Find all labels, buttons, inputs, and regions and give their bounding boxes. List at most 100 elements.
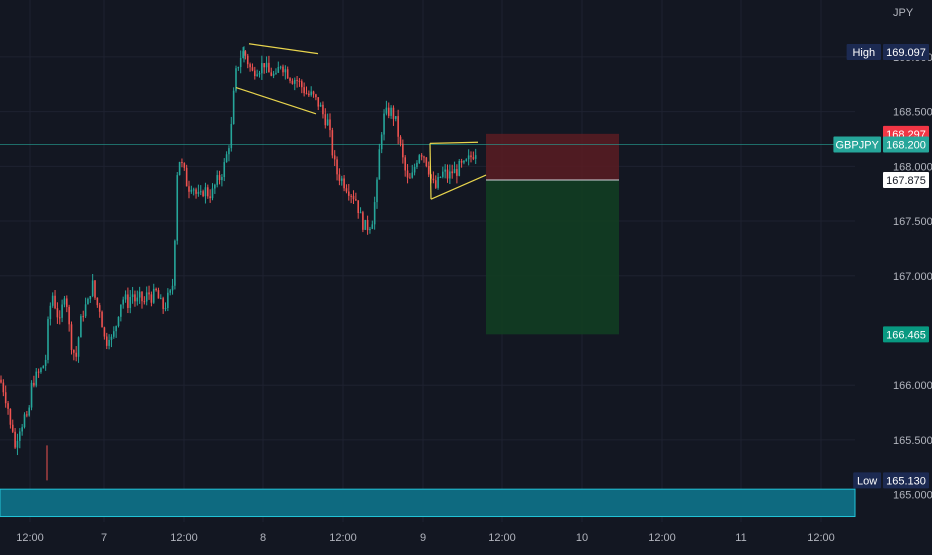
candle-body xyxy=(108,339,110,346)
candle xyxy=(37,368,40,378)
candle xyxy=(413,163,416,176)
candle xyxy=(207,184,209,199)
candle-body xyxy=(246,55,249,65)
candle xyxy=(167,288,169,312)
candle-body xyxy=(256,74,258,77)
trendline xyxy=(429,141,479,144)
candle-body xyxy=(101,311,103,328)
candle xyxy=(221,174,223,187)
candle xyxy=(348,183,350,201)
candle xyxy=(19,428,21,449)
candle-body xyxy=(174,240,176,286)
candle-body xyxy=(199,191,202,193)
candle xyxy=(42,365,45,369)
candle-body xyxy=(63,298,66,305)
candle xyxy=(268,55,270,73)
candle-body xyxy=(127,294,129,308)
candle xyxy=(113,326,115,339)
candle-body xyxy=(26,414,28,416)
candle-body xyxy=(364,219,367,230)
candle xyxy=(23,412,26,429)
candle-body xyxy=(254,70,256,77)
candle xyxy=(352,190,355,205)
candle xyxy=(437,173,439,190)
candle-body xyxy=(207,187,209,197)
candle xyxy=(49,302,52,326)
candle xyxy=(286,66,289,79)
candle xyxy=(82,310,85,322)
candle-body xyxy=(249,64,251,68)
candle xyxy=(444,164,446,179)
candle-body xyxy=(392,107,395,119)
candle xyxy=(171,278,174,295)
candle-body xyxy=(122,299,124,305)
candle xyxy=(465,158,468,162)
candle-body xyxy=(197,191,200,194)
candle-body xyxy=(105,336,108,346)
candle-body xyxy=(42,365,45,369)
candle-body xyxy=(460,161,463,163)
candle-body xyxy=(437,177,439,188)
candle xyxy=(291,78,294,85)
candle-body xyxy=(91,280,94,297)
candle xyxy=(199,185,202,196)
candle xyxy=(209,189,211,203)
candle xyxy=(35,368,38,388)
candle xyxy=(474,148,477,164)
candle xyxy=(425,156,428,168)
candle xyxy=(195,187,197,199)
candle xyxy=(296,75,298,88)
candle-body xyxy=(373,202,376,225)
candle-body xyxy=(359,212,362,214)
candle xyxy=(446,164,449,183)
trendline xyxy=(248,43,319,55)
candle xyxy=(270,67,273,77)
candle xyxy=(449,164,451,185)
target-price-tag: 166.465 xyxy=(883,326,929,343)
entry-price-tag: 167.875 xyxy=(883,172,929,189)
candle-body xyxy=(355,199,357,201)
candle xyxy=(131,286,134,304)
candle xyxy=(61,299,63,323)
candle-body xyxy=(301,81,303,88)
candle xyxy=(218,170,221,185)
low-label-tag-bg xyxy=(853,472,881,489)
candle-body xyxy=(420,155,423,157)
candle-body xyxy=(98,305,101,312)
candle xyxy=(202,189,204,198)
candle xyxy=(148,285,150,300)
price-tick-label: 168.500 xyxy=(893,107,932,119)
candle xyxy=(272,70,275,79)
candle-body xyxy=(9,408,12,425)
candle xyxy=(458,158,461,177)
price-axis[interactable]: 169.000168.500168.000167.500167.000166.0… xyxy=(893,7,932,502)
candle-body xyxy=(202,191,204,197)
candle-body xyxy=(385,107,388,114)
candle-body xyxy=(204,187,207,197)
time-tick-label: 12:00 xyxy=(807,532,835,544)
candle-body xyxy=(326,119,329,126)
candle xyxy=(77,336,80,363)
candle xyxy=(11,419,14,433)
candle xyxy=(420,153,423,161)
candle xyxy=(254,66,256,80)
candle-body xyxy=(322,104,324,115)
time-axis[interactable]: 12:00 7 12:00 8 12:00 9 12:00 10 12:00 11 12:00 xyxy=(16,532,835,544)
candle-body xyxy=(211,188,214,199)
candle-body xyxy=(37,371,40,373)
time-tick-label: 8 xyxy=(260,532,266,544)
target-price-tag-bg xyxy=(883,326,929,343)
candle-body xyxy=(298,80,301,82)
candle xyxy=(98,302,101,318)
candle-body xyxy=(305,93,308,95)
candle-body xyxy=(138,291,141,298)
candle xyxy=(141,291,143,309)
candle xyxy=(190,185,193,194)
currency-label: JPY xyxy=(893,7,914,19)
candle-body xyxy=(371,224,374,229)
candle-body xyxy=(51,295,54,306)
candle xyxy=(460,158,463,168)
candle xyxy=(456,164,458,184)
